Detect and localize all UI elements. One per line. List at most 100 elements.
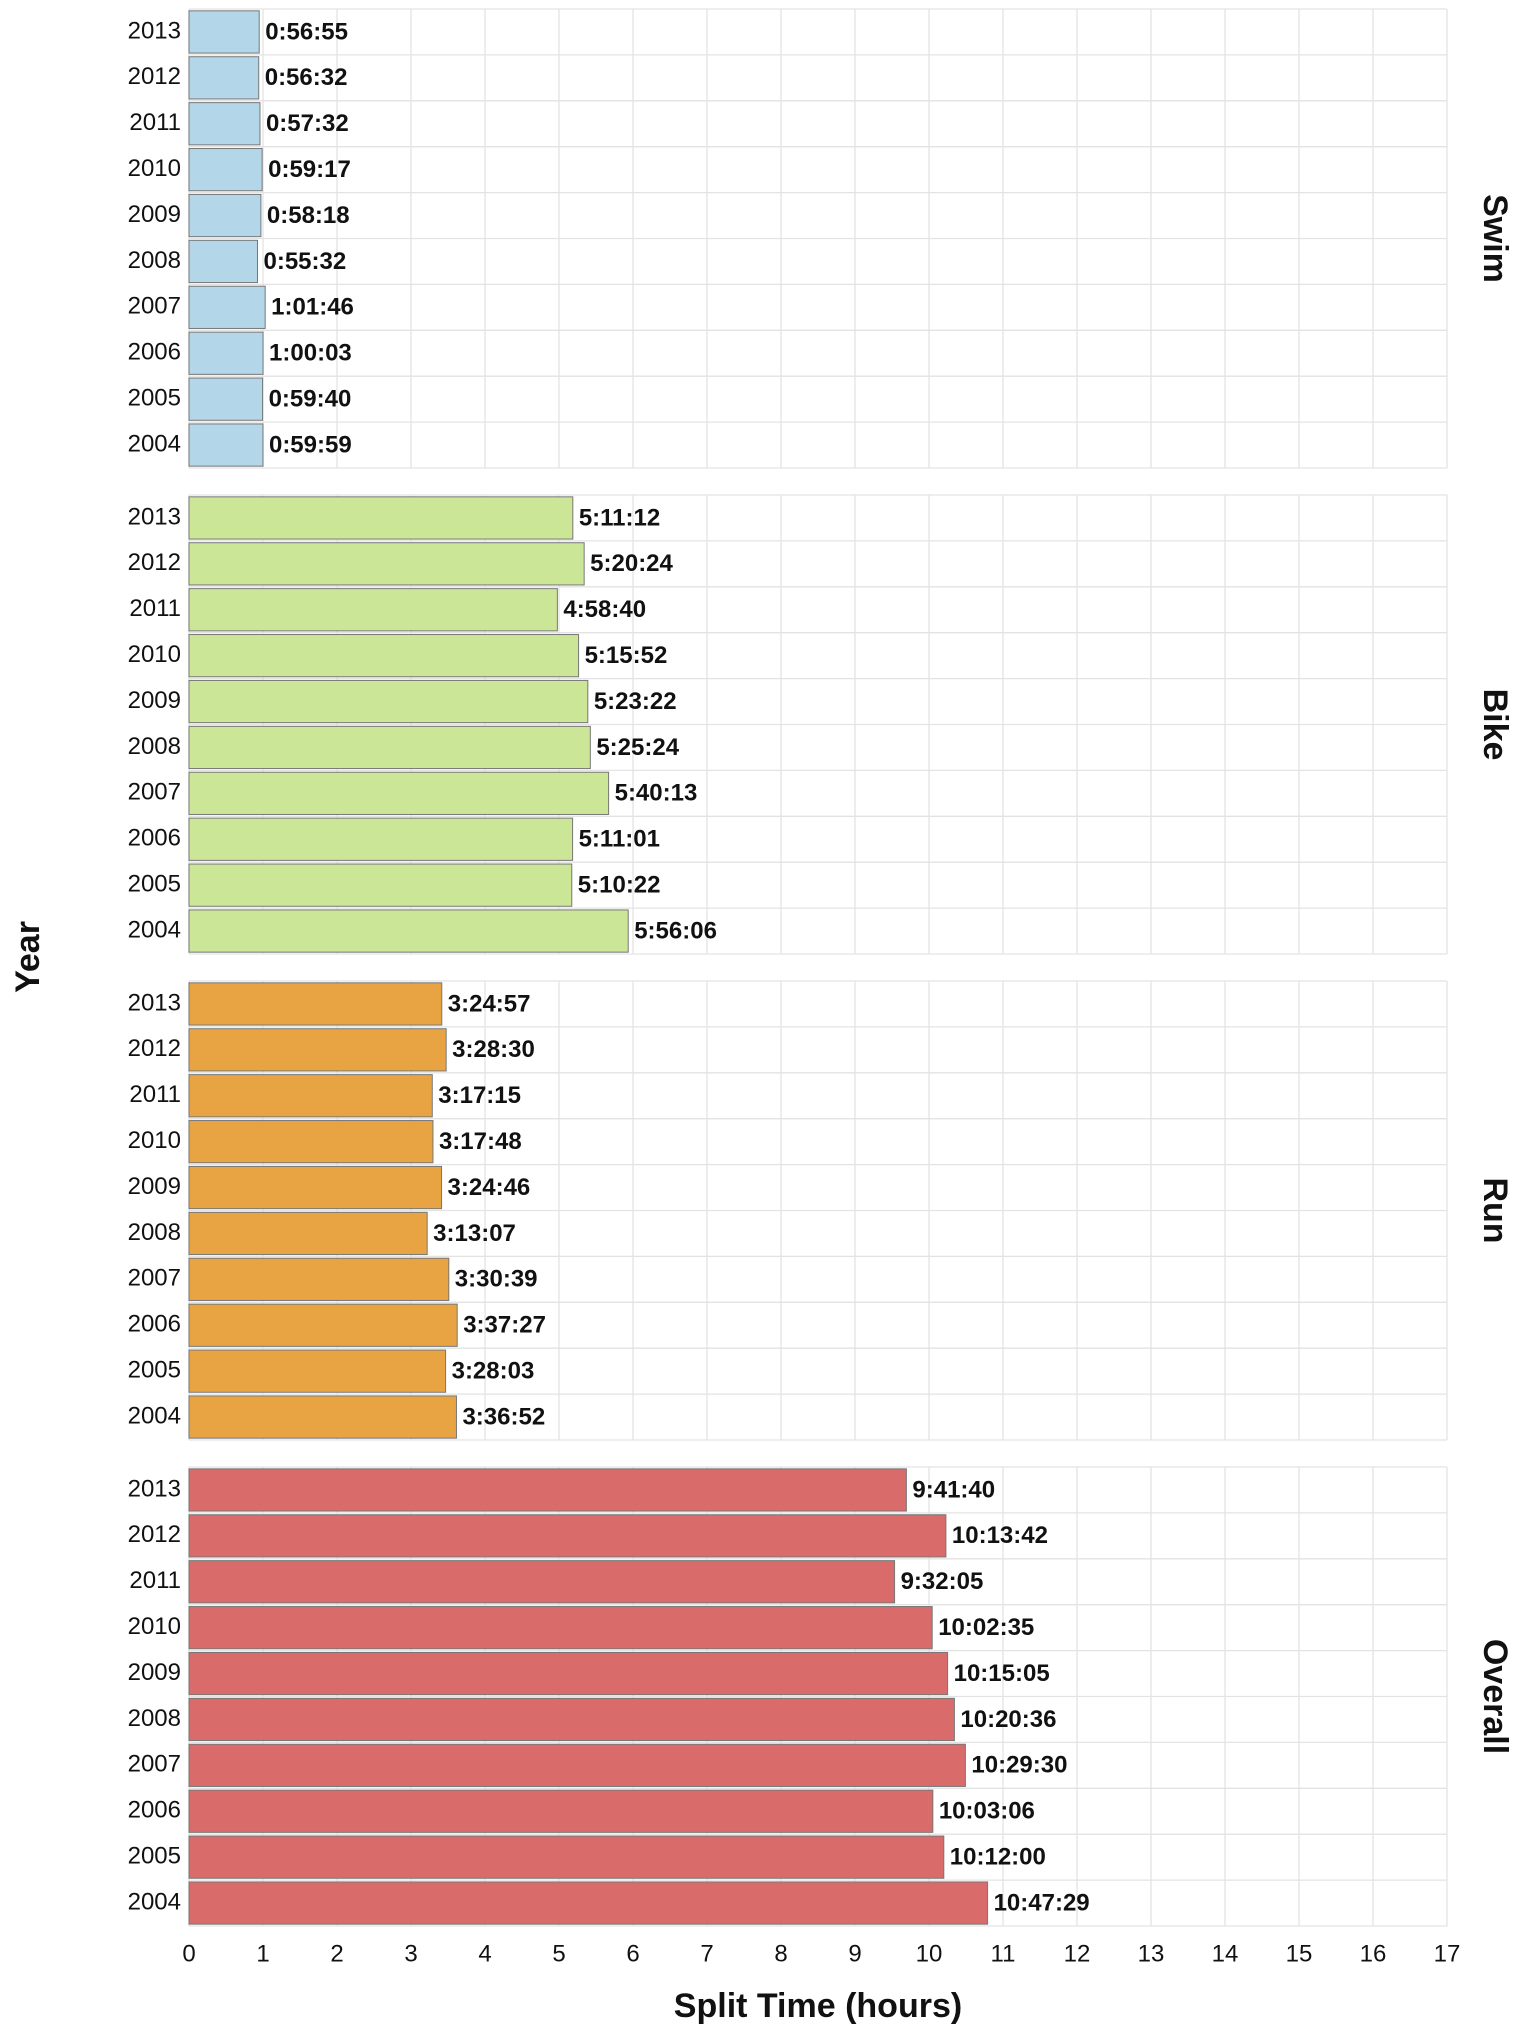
value-label: 3:37:27 bbox=[463, 1312, 546, 1339]
y-tick-label: 2013 bbox=[128, 989, 181, 1016]
bar bbox=[188, 634, 580, 678]
bar bbox=[188, 771, 610, 815]
value-label: 0:55:32 bbox=[263, 248, 346, 275]
y-tick-label: 2012 bbox=[128, 1035, 181, 1062]
y-tick-label: 2005 bbox=[128, 384, 181, 411]
x-tick-label: 7 bbox=[700, 1940, 713, 1967]
x-tick-label: 16 bbox=[1360, 1940, 1387, 1967]
facet-label: Overall bbox=[1476, 1639, 1514, 1754]
value-label: 0:59:40 bbox=[269, 385, 352, 412]
bar bbox=[188, 10, 260, 54]
x-tick-label: 6 bbox=[626, 1940, 639, 1967]
bar bbox=[188, 1789, 934, 1833]
value-label: 9:41:40 bbox=[912, 1476, 995, 1503]
value-label: 10:13:42 bbox=[952, 1522, 1048, 1549]
value-label: 5:20:24 bbox=[590, 550, 673, 577]
bar bbox=[188, 1514, 947, 1558]
bar bbox=[188, 56, 260, 100]
bar bbox=[188, 331, 264, 375]
value-label: 5:23:22 bbox=[594, 688, 677, 715]
value-label: 1:01:46 bbox=[271, 294, 354, 321]
y-tick-label: 2007 bbox=[128, 1751, 181, 1778]
y-tick-label: 2006 bbox=[128, 1311, 181, 1338]
y-tick-label: 2009 bbox=[128, 1659, 181, 1686]
y-tick-label: 2013 bbox=[128, 503, 181, 530]
facet-label: Bike bbox=[1476, 689, 1514, 761]
bar bbox=[188, 285, 266, 329]
bar bbox=[188, 1349, 447, 1393]
y-tick-label: 2007 bbox=[128, 779, 181, 806]
x-tick-label: 4 bbox=[478, 1940, 491, 1967]
x-tick-label: 13 bbox=[1138, 1940, 1165, 1967]
bar bbox=[188, 817, 574, 861]
value-label: 1:00:03 bbox=[269, 340, 352, 367]
value-label: 5:25:24 bbox=[596, 734, 679, 761]
value-label: 0:56:32 bbox=[265, 64, 348, 91]
bar bbox=[188, 1074, 433, 1118]
value-label: 5:15:52 bbox=[585, 642, 668, 669]
y-tick-label: 2006 bbox=[128, 339, 181, 366]
y-tick-label: 2013 bbox=[128, 1475, 181, 1502]
y-tick-label: 2008 bbox=[128, 247, 181, 274]
value-label: 0:56:55 bbox=[265, 18, 348, 45]
y-tick-label: 2013 bbox=[128, 17, 181, 44]
bar bbox=[188, 909, 629, 953]
value-label: 0:59:17 bbox=[268, 156, 351, 183]
bar bbox=[188, 377, 264, 421]
value-label: 3:28:03 bbox=[452, 1357, 535, 1384]
bar bbox=[188, 148, 263, 192]
bar bbox=[188, 588, 558, 632]
y-tick-label: 2012 bbox=[128, 63, 181, 90]
bar bbox=[188, 863, 573, 907]
x-tick-label: 12 bbox=[1064, 1940, 1091, 1967]
value-label: 3:28:30 bbox=[452, 1036, 535, 1063]
bar bbox=[188, 1120, 434, 1164]
bar bbox=[188, 1303, 458, 1347]
x-axis-title: Split Time (hours) bbox=[674, 1987, 962, 2025]
y-tick-label: 2005 bbox=[128, 870, 181, 897]
x-tick-label: 5 bbox=[552, 1940, 565, 1967]
y-tick-label: 2011 bbox=[129, 109, 181, 136]
bar bbox=[188, 1165, 443, 1210]
bar bbox=[188, 1211, 428, 1256]
value-label: 10:29:30 bbox=[971, 1752, 1067, 1779]
value-label: 10:03:06 bbox=[939, 1798, 1035, 1825]
bar bbox=[188, 1606, 933, 1650]
x-tick-label: 3 bbox=[404, 1940, 417, 1967]
y-tick-label: 2004 bbox=[128, 916, 181, 943]
value-label: 5:10:22 bbox=[578, 871, 661, 898]
bar bbox=[188, 1560, 896, 1604]
x-tick-label: 15 bbox=[1286, 1940, 1313, 1967]
y-tick-label: 2010 bbox=[128, 1613, 181, 1640]
y-tick-label: 2008 bbox=[128, 733, 181, 760]
bar bbox=[188, 1028, 447, 1072]
value-label: 0:59:59 bbox=[269, 431, 352, 458]
value-label: 3:17:15 bbox=[438, 1082, 521, 1109]
y-tick-label: 2007 bbox=[128, 1265, 181, 1292]
y-tick-label: 2012 bbox=[128, 1521, 181, 1548]
y-tick-label: 2005 bbox=[128, 1356, 181, 1383]
bar bbox=[188, 239, 258, 284]
y-tick-label: 2011 bbox=[129, 1567, 181, 1594]
bar bbox=[188, 542, 585, 586]
value-label: 3:36:52 bbox=[462, 1403, 545, 1430]
bar bbox=[188, 496, 574, 540]
value-label: 10:15:05 bbox=[954, 1660, 1050, 1687]
value-label: 9:32:05 bbox=[901, 1568, 984, 1595]
bar bbox=[188, 725, 591, 770]
value-label: 5:40:13 bbox=[615, 780, 698, 807]
y-tick-label: 2010 bbox=[128, 155, 181, 182]
value-label: 0:58:18 bbox=[267, 202, 350, 229]
y-tick-label: 2009 bbox=[128, 201, 181, 228]
x-tick-label: 8 bbox=[774, 1940, 787, 1967]
bar bbox=[188, 1697, 955, 1742]
facet-label: Run bbox=[1476, 1177, 1514, 1243]
y-tick-label: 2008 bbox=[128, 1219, 181, 1246]
value-label: 3:17:48 bbox=[439, 1128, 522, 1155]
y-tick-label: 2011 bbox=[129, 1081, 181, 1108]
bar bbox=[188, 1881, 989, 1925]
y-tick-label: 2004 bbox=[128, 1888, 181, 1915]
y-axis-title: Year bbox=[9, 921, 47, 993]
bar bbox=[188, 1651, 949, 1696]
